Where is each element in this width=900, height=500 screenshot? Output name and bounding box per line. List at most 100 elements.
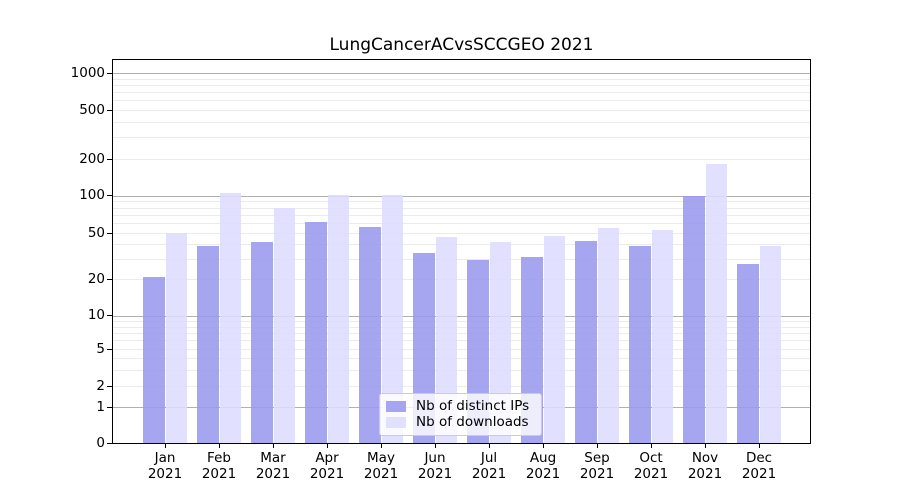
bar-downloads-apr (327, 194, 349, 443)
x-tick-month: Jun (424, 450, 446, 466)
bar-downloads-jan (165, 233, 187, 443)
bar-downloads-jun (435, 237, 457, 443)
legend-label: Nb of distinct IPs (416, 398, 530, 414)
minor-gridline (113, 78, 810, 80)
y-tick-mark (107, 385, 112, 387)
y-tick-label: 1000 (70, 64, 105, 81)
x-tick-label: Mar 2021 (243, 450, 303, 482)
x-tick-mark (650, 444, 652, 448)
x-tick-year: 2021 (471, 466, 507, 482)
minor-gridline (113, 85, 810, 87)
x-tick-mark (542, 444, 544, 448)
minor-gridline (113, 279, 810, 280)
bar-downloads-jul (489, 241, 511, 443)
x-tick-year: 2021 (633, 466, 669, 482)
x-tick-label: Oct 2021 (621, 450, 681, 482)
y-tick-mark (107, 232, 112, 234)
x-tick-month: Jul (480, 450, 498, 466)
minor-gridline (113, 223, 810, 225)
minor-gridline (113, 207, 810, 209)
bar-ips-sep (575, 240, 597, 443)
y-tick-mark (107, 443, 112, 444)
x-tick-month: Apr (315, 450, 339, 466)
minor-gridline (113, 110, 810, 111)
x-tick-label: Sep 2021 (567, 450, 627, 482)
major-gridline (113, 195, 810, 197)
major-gridline (113, 73, 810, 75)
bar-downloads-dec (759, 245, 781, 443)
x-tick-label: May 2021 (351, 450, 411, 482)
x-tick-label: Dec 2021 (729, 450, 789, 482)
x-tick-mark (380, 444, 382, 448)
minor-gridline (113, 349, 810, 351)
y-tick-mark (107, 278, 112, 280)
y-tick-label: 1 (96, 398, 105, 415)
bar-ips-feb (197, 245, 219, 443)
minor-gridline (113, 201, 810, 203)
x-tick-mark (488, 444, 490, 448)
bar-downloads-may (381, 194, 403, 443)
x-tick-month: Mar (260, 450, 286, 466)
minor-gridline (113, 369, 810, 371)
minor-gridline (113, 244, 810, 246)
legend-label: Nb of downloads (416, 414, 529, 430)
x-tick-mark (164, 444, 166, 448)
x-tick-year: 2021 (309, 466, 345, 482)
x-tick-label: Feb 2021 (189, 450, 249, 482)
bar-ips-dec (737, 264, 759, 443)
bar-downloads-oct (651, 230, 673, 443)
minor-gridline (113, 92, 810, 94)
x-tick-mark (758, 444, 760, 448)
x-tick-mark (434, 444, 436, 448)
legend-entry: Nb of distinct IPs (386, 399, 533, 414)
x-tick-year: 2021 (363, 466, 399, 482)
minor-gridline (113, 258, 810, 260)
y-tick-mark (107, 195, 112, 197)
bar-downloads-feb (219, 193, 241, 443)
x-tick-month: Oct (639, 450, 663, 466)
minor-gridline (113, 340, 810, 342)
x-tick-mark (596, 444, 598, 448)
minor-gridline (113, 320, 810, 322)
bar-ips-apr (305, 221, 327, 443)
y-tick-label: 500 (79, 101, 105, 118)
bar-downloads-sep (597, 228, 619, 443)
x-tick-mark (272, 444, 274, 448)
y-tick-label: 2 (96, 377, 105, 394)
x-tick-year: 2021 (687, 466, 723, 482)
chart-title: LungCancerACvsSCCGEO 2021 (329, 35, 594, 55)
minor-gridline (113, 215, 810, 217)
legend-entry: Nb of downloads (386, 415, 533, 430)
x-tick-month: Sep (584, 450, 610, 466)
x-tick-mark (704, 444, 706, 448)
minor-gridline (113, 121, 810, 123)
y-tick-mark (107, 158, 112, 160)
major-gridline (113, 315, 810, 317)
x-tick-month: Aug (529, 450, 557, 466)
x-tick-month: Feb (207, 450, 231, 466)
legend: Nb of distinct IPs Nb of downloads (379, 393, 542, 436)
bar-ips-mar (251, 241, 273, 443)
y-tick-mark (107, 72, 112, 74)
bar-downloads-mar (273, 207, 295, 443)
x-tick-label: Apr 2021 (297, 450, 357, 482)
y-tick-mark (107, 406, 112, 408)
x-tick-label: Jun 2021 (405, 450, 465, 482)
x-tick-label: Jan 2021 (135, 450, 195, 482)
x-tick-mark (218, 444, 220, 448)
minor-gridline (113, 100, 810, 102)
x-tick-month: Jan (154, 450, 176, 466)
x-tick-mark (326, 444, 328, 448)
x-tick-label: Jul 2021 (459, 450, 519, 482)
y-tick-label: 100 (79, 187, 105, 204)
minor-gridline (113, 386, 810, 387)
y-tick-label: 20 (87, 270, 105, 287)
bar-downloads-aug (543, 236, 565, 443)
y-tick-label: 200 (79, 150, 105, 167)
x-tick-month: May (367, 450, 395, 466)
legend-swatch (386, 401, 406, 412)
x-tick-month: Nov (691, 450, 719, 466)
y-tick-label: 0 (96, 435, 105, 451)
x-tick-year: 2021 (525, 466, 561, 482)
